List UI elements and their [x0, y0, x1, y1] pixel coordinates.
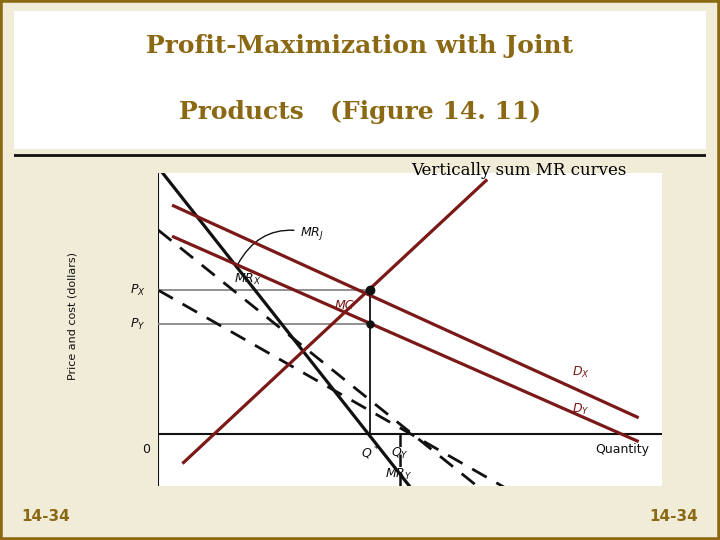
- Text: $Q_Y$: $Q_Y$: [392, 446, 409, 461]
- Text: $MR_J$: $MR_J$: [238, 225, 323, 264]
- Text: Vertically sum MR curves: Vertically sum MR curves: [410, 161, 626, 179]
- Text: Products   (Figure 14. 11): Products (Figure 14. 11): [179, 100, 541, 124]
- Text: $MR_Y$: $MR_Y$: [385, 467, 413, 482]
- Text: $D_X$: $D_X$: [572, 366, 590, 381]
- Text: 0: 0: [142, 443, 150, 456]
- Text: 14-34: 14-34: [22, 509, 71, 524]
- Text: $D_Y$: $D_Y$: [572, 402, 589, 417]
- Text: MC: MC: [335, 299, 354, 312]
- Text: $MR_X$: $MR_X$: [234, 272, 261, 287]
- Text: Profit-Maximization with Joint: Profit-Maximization with Joint: [146, 34, 574, 58]
- Text: 14-34: 14-34: [649, 509, 698, 524]
- Text: $P_X$: $P_X$: [130, 283, 145, 298]
- Text: Quantity: Quantity: [595, 443, 649, 456]
- Text: $Q^*$: $Q^*$: [361, 444, 379, 462]
- Text: $P_Y$: $P_Y$: [130, 316, 145, 332]
- Text: Price and cost (dollars): Price and cost (dollars): [68, 252, 78, 380]
